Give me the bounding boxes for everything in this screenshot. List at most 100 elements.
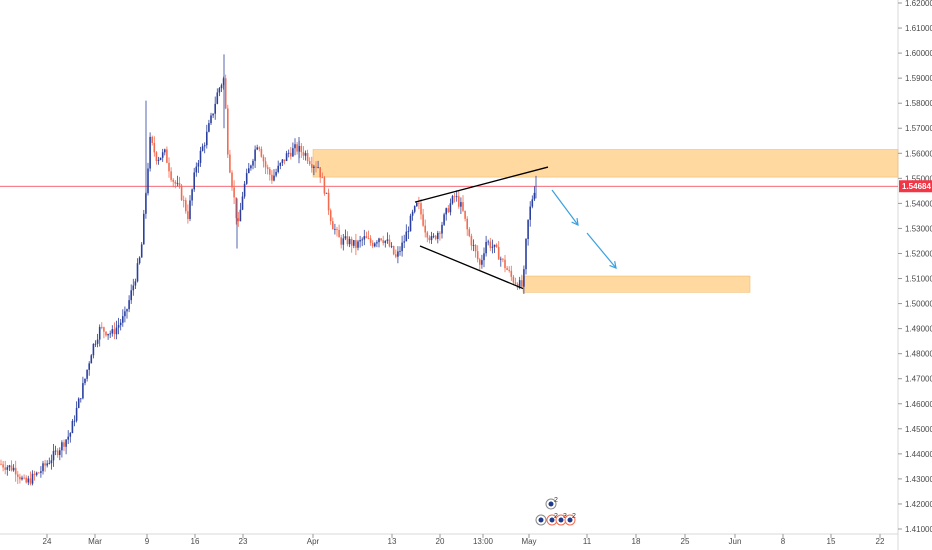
candle-body <box>283 159 286 161</box>
candle-body <box>424 225 426 233</box>
candle-body <box>466 218 468 230</box>
candle-body <box>52 450 55 461</box>
x-tick-label: 22 <box>876 537 885 546</box>
candle-body <box>168 162 170 172</box>
candle-body <box>258 147 261 149</box>
wedge-lower-line <box>419 245 524 290</box>
candle-body <box>306 153 309 162</box>
x-tick-label: 11 <box>583 537 592 546</box>
candle-body <box>90 355 93 364</box>
candle-body <box>212 113 214 116</box>
candle-body <box>344 236 347 239</box>
candle-body <box>245 173 248 184</box>
candle-body <box>218 88 221 93</box>
candle-body <box>292 148 294 157</box>
candle-body <box>233 187 235 198</box>
candle-body <box>21 477 23 480</box>
x-tick-label: Mar <box>88 537 102 546</box>
candle-body <box>161 152 164 158</box>
candle-body <box>82 383 84 399</box>
candle-body <box>159 157 162 160</box>
event-badges: 22 3 2 <box>535 497 576 526</box>
candle-body <box>495 244 498 247</box>
candle-body <box>374 243 376 247</box>
candle-body <box>300 145 303 153</box>
candle-body <box>264 161 267 168</box>
candle-body <box>109 333 111 335</box>
candle-body <box>411 211 414 216</box>
candle-body <box>201 146 204 151</box>
candle-body <box>149 136 151 169</box>
candle-body <box>483 253 485 261</box>
candle-body <box>203 145 206 147</box>
y-tick-label: 1.48000 <box>905 350 932 359</box>
candle-body <box>485 242 487 254</box>
candle-body <box>437 232 439 239</box>
candle-body <box>407 231 410 233</box>
y-tick-label: 1.60000 <box>905 49 932 58</box>
candle-body <box>346 236 349 245</box>
candle-body <box>449 203 452 213</box>
candle-body <box>88 363 90 370</box>
candle-body <box>243 183 246 197</box>
candle-body <box>176 182 179 184</box>
candle-body <box>132 285 135 291</box>
candle-body <box>502 258 504 260</box>
candle-body <box>357 241 359 248</box>
candle-body <box>96 339 99 344</box>
candle-body <box>33 473 36 475</box>
candle-body <box>388 239 391 247</box>
candle-body <box>185 200 187 212</box>
candle-body <box>115 327 118 335</box>
resistance-zone <box>312 149 899 178</box>
candle-body <box>428 237 431 241</box>
candle-body <box>302 152 305 156</box>
candle-body <box>25 477 27 483</box>
candle-body <box>180 185 183 201</box>
candle-body <box>254 149 256 161</box>
price-tag-label: 1.54684 <box>902 182 931 191</box>
candle-body <box>86 369 88 379</box>
x-tick-label: 23 <box>239 537 248 546</box>
candle-body <box>208 123 210 132</box>
candle-body <box>418 202 420 204</box>
candle-body <box>329 210 332 222</box>
candle-body <box>355 240 357 248</box>
candle-body <box>491 246 494 248</box>
candle-body <box>67 436 69 440</box>
candle-body <box>80 398 82 400</box>
candle-body <box>445 208 447 215</box>
y-tick-label: 1.46000 <box>905 400 932 409</box>
candle-body <box>73 420 76 422</box>
candle-body <box>260 148 263 157</box>
candle-body <box>399 251 401 252</box>
candle-body <box>441 224 443 234</box>
candle-body <box>197 162 200 167</box>
candle-body <box>308 161 311 165</box>
y-tick-label: 1.54000 <box>905 199 932 208</box>
candle-body <box>327 192 330 211</box>
candle-body <box>6 467 9 470</box>
candle-body <box>508 269 510 271</box>
candle-body <box>157 159 160 161</box>
candle-body <box>285 153 288 161</box>
event-badge-count: 2 <box>554 513 558 520</box>
candle-body <box>447 208 450 213</box>
candle-body <box>42 463 44 472</box>
candle-body <box>19 476 21 480</box>
candle-body <box>75 407 78 421</box>
candle-body <box>50 460 53 464</box>
candle-body <box>340 237 342 245</box>
y-tick-label: 1.55000 <box>905 174 932 183</box>
candle-body <box>166 149 168 163</box>
candle-body <box>271 174 273 181</box>
candle-body <box>136 263 139 282</box>
candle-body <box>348 238 351 245</box>
candle-body <box>151 136 153 143</box>
candle-body <box>143 213 145 245</box>
x-tick-label: Jun <box>729 537 742 546</box>
candle-body <box>525 238 527 270</box>
candle-body <box>518 280 521 288</box>
candle-body <box>248 168 250 174</box>
candle-body <box>401 242 403 252</box>
